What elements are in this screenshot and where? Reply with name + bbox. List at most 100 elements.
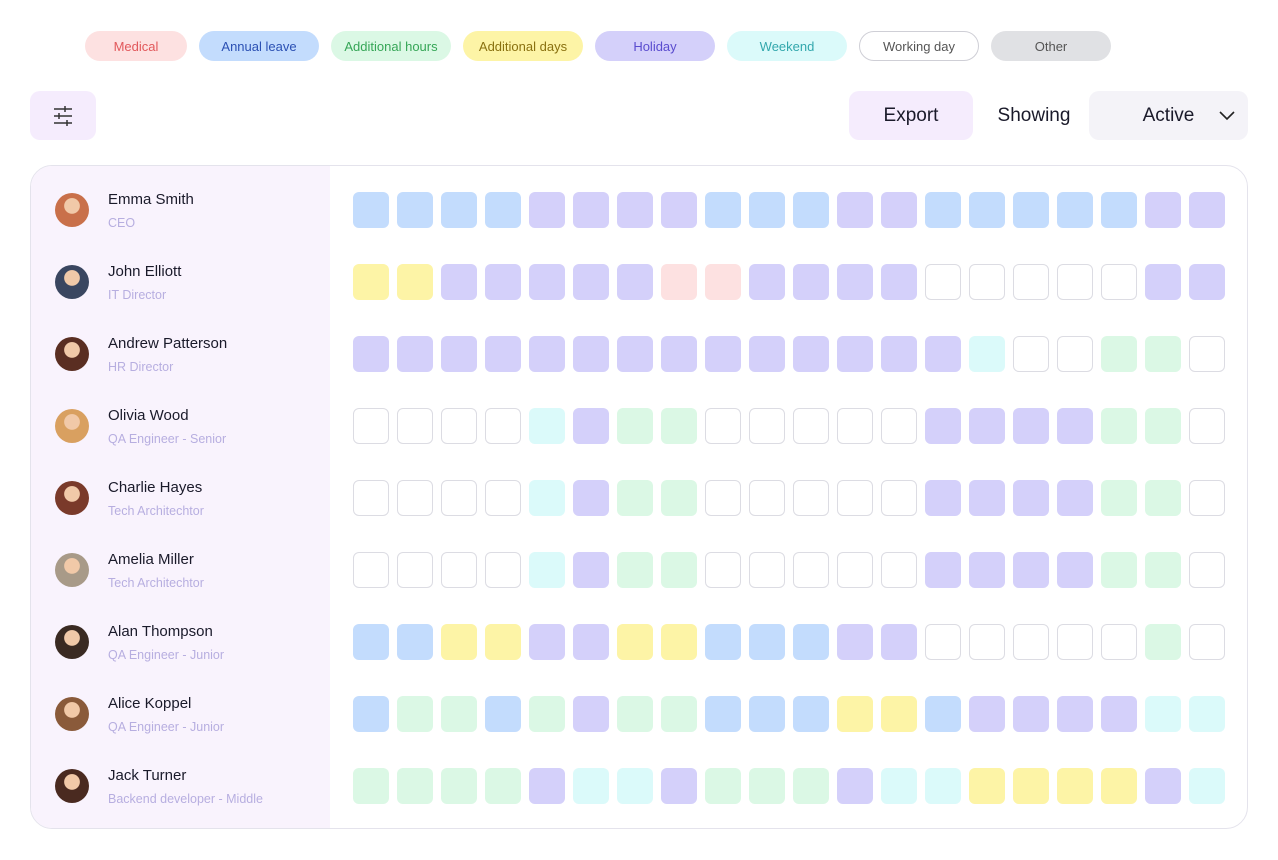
day-cell[interactable] (705, 624, 741, 660)
legend-item[interactable]: Other (991, 31, 1111, 61)
day-cell[interactable] (485, 192, 521, 228)
day-cell[interactable] (793, 336, 829, 372)
day-cell[interactable] (485, 696, 521, 732)
day-cell[interactable] (925, 480, 961, 516)
day-cell[interactable] (837, 624, 873, 660)
day-cell[interactable] (749, 192, 785, 228)
day-cell[interactable] (705, 264, 741, 300)
day-cell[interactable] (1013, 480, 1049, 516)
day-cell[interactable] (617, 336, 653, 372)
day-cell[interactable] (925, 336, 961, 372)
day-cell[interactable] (881, 768, 917, 804)
day-cell[interactable] (881, 192, 917, 228)
day-cell[interactable] (441, 192, 477, 228)
day-cell[interactable] (1101, 768, 1137, 804)
day-cell[interactable] (485, 408, 521, 444)
day-cell[interactable] (573, 552, 609, 588)
day-cell[interactable] (705, 192, 741, 228)
day-cell[interactable] (1013, 408, 1049, 444)
day-cell[interactable] (881, 408, 917, 444)
day-cell[interactable] (1189, 696, 1225, 732)
day-cell[interactable] (441, 552, 477, 588)
day-cell[interactable] (441, 768, 477, 804)
day-cell[interactable] (1101, 336, 1137, 372)
day-cell[interactable] (1145, 480, 1181, 516)
day-cell[interactable] (1013, 624, 1049, 660)
day-cell[interactable] (1145, 624, 1181, 660)
legend-item[interactable]: Additional days (463, 31, 583, 61)
day-cell[interactable] (749, 768, 785, 804)
day-cell[interactable] (1189, 480, 1225, 516)
day-cell[interactable] (353, 552, 389, 588)
day-cell[interactable] (749, 264, 785, 300)
legend-item[interactable]: Additional hours (331, 31, 451, 61)
day-cell[interactable] (1189, 768, 1225, 804)
day-cell[interactable] (1189, 264, 1225, 300)
day-cell[interactable] (837, 768, 873, 804)
day-cell[interactable] (749, 408, 785, 444)
day-cell[interactable] (705, 768, 741, 804)
day-cell[interactable] (969, 768, 1005, 804)
day-cell[interactable] (485, 624, 521, 660)
day-cell[interactable] (529, 264, 565, 300)
day-cell[interactable] (749, 480, 785, 516)
day-cell[interactable] (1145, 696, 1181, 732)
day-cell[interactable] (397, 696, 433, 732)
day-cell[interactable] (749, 552, 785, 588)
day-cell[interactable] (397, 336, 433, 372)
day-cell[interactable] (881, 552, 917, 588)
day-cell[interactable] (837, 552, 873, 588)
day-cell[interactable] (1057, 192, 1093, 228)
day-cell[interactable] (1189, 192, 1225, 228)
day-cell[interactable] (881, 624, 917, 660)
day-cell[interactable] (837, 696, 873, 732)
day-cell[interactable] (1101, 696, 1137, 732)
day-cell[interactable] (529, 480, 565, 516)
day-cell[interactable] (925, 408, 961, 444)
day-cell[interactable] (1145, 408, 1181, 444)
day-cell[interactable] (1145, 768, 1181, 804)
day-cell[interactable] (661, 480, 697, 516)
day-cell[interactable] (1189, 552, 1225, 588)
legend-item[interactable]: Weekend (727, 31, 847, 61)
day-cell[interactable] (969, 408, 1005, 444)
day-cell[interactable] (925, 192, 961, 228)
day-cell[interactable] (617, 192, 653, 228)
day-cell[interactable] (397, 408, 433, 444)
day-cell[interactable] (1013, 264, 1049, 300)
day-cell[interactable] (837, 336, 873, 372)
day-cell[interactable] (881, 336, 917, 372)
day-cell[interactable] (925, 552, 961, 588)
day-cell[interactable] (529, 336, 565, 372)
day-cell[interactable] (1101, 408, 1137, 444)
day-cell[interactable] (705, 408, 741, 444)
day-cell[interactable] (969, 480, 1005, 516)
day-cell[interactable] (1145, 336, 1181, 372)
day-cell[interactable] (573, 480, 609, 516)
day-cell[interactable] (353, 624, 389, 660)
day-cell[interactable] (837, 192, 873, 228)
day-cell[interactable] (661, 264, 697, 300)
day-cell[interactable] (485, 768, 521, 804)
day-cell[interactable] (441, 264, 477, 300)
day-cell[interactable] (661, 408, 697, 444)
day-cell[interactable] (749, 696, 785, 732)
day-cell[interactable] (837, 408, 873, 444)
legend-item[interactable]: Holiday (595, 31, 715, 61)
day-cell[interactable] (1057, 264, 1093, 300)
day-cell[interactable] (705, 552, 741, 588)
day-cell[interactable] (749, 624, 785, 660)
day-cell[interactable] (485, 336, 521, 372)
day-cell[interactable] (793, 768, 829, 804)
day-cell[interactable] (749, 336, 785, 372)
filter-button[interactable] (30, 91, 96, 140)
day-cell[interactable] (1189, 408, 1225, 444)
day-cell[interactable] (485, 480, 521, 516)
day-cell[interactable] (617, 624, 653, 660)
day-cell[interactable] (881, 696, 917, 732)
day-cell[interactable] (617, 408, 653, 444)
day-cell[interactable] (1145, 192, 1181, 228)
day-cell[interactable] (441, 696, 477, 732)
day-cell[interactable] (617, 552, 653, 588)
day-cell[interactable] (1057, 696, 1093, 732)
